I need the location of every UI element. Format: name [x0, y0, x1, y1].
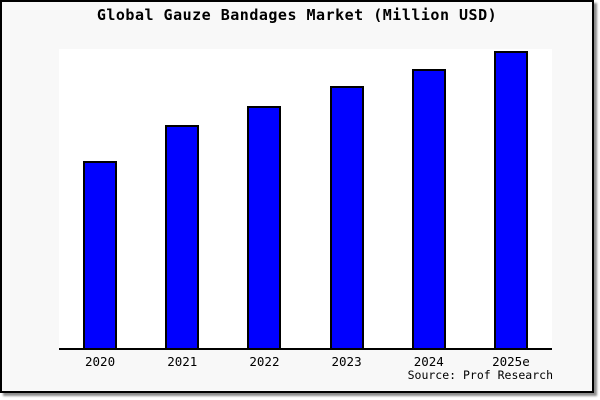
- x-tick-label-2023: 2023: [331, 354, 362, 369]
- chart-title: Global Gauze Bandages Market (Million US…: [96, 6, 498, 24]
- x-tick-label-2021: 2021: [167, 354, 198, 369]
- x-axis-labels: 2020 2021 2022 2023 2024 2025e: [59, 354, 552, 370]
- bar-2021: [165, 125, 200, 348]
- bar-2025e: [493, 50, 528, 348]
- plot-area: [59, 49, 552, 348]
- bar-2020: [83, 161, 118, 348]
- bar-2023: [329, 86, 364, 348]
- bar-2024: [411, 69, 446, 348]
- x-tick-label-2020: 2020: [85, 354, 116, 369]
- x-tick-label-2025e: 2025e: [492, 354, 530, 369]
- x-tick-label-2024: 2024: [413, 354, 444, 369]
- bar-2022: [247, 105, 282, 348]
- x-axis-line: [59, 348, 552, 350]
- chart-frame: Global Gauze Bandages Market (Million US…: [0, 0, 594, 393]
- source-credit: Source: Prof Research: [407, 368, 553, 382]
- x-tick-label-2022: 2022: [249, 354, 280, 369]
